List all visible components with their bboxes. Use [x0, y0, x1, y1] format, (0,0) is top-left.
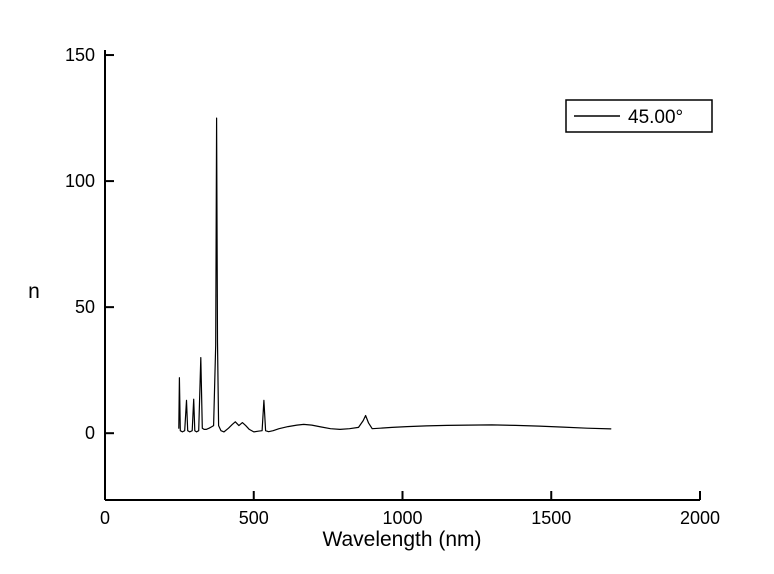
series-line [178, 117, 612, 433]
y-tick-label: 50 [75, 297, 95, 317]
x-axis-label: Wavelength (nm) [322, 528, 481, 551]
y-tick-label: 150 [65, 45, 95, 65]
x-tick-label: 2000 [680, 508, 720, 528]
y-tick-label: 0 [85, 423, 95, 443]
y-ticks-group: 0 50 100 150 [65, 45, 114, 443]
x-tick-label: 0 [100, 508, 110, 528]
x-tick-label: 1000 [382, 508, 422, 528]
x-tick-label: 500 [239, 508, 269, 528]
legend-label: 45.00° [628, 107, 683, 128]
y-axis-label: n [28, 280, 40, 303]
x-ticks-group: 0 500 1000 1500 2000 [100, 491, 720, 528]
series-group [178, 117, 612, 433]
x-tick-label: 1500 [531, 508, 571, 528]
y-tick-label: 100 [65, 171, 95, 191]
legend: 45.00° [565, 99, 713, 133]
